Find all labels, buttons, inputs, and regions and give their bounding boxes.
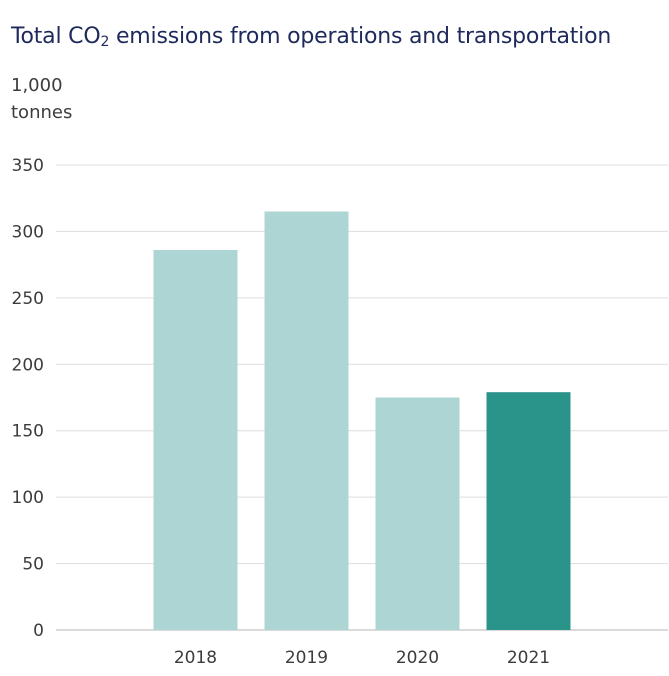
unit-line-1: 1,000 xyxy=(11,75,63,96)
y-tick-label: 150 xyxy=(12,422,44,442)
unit-line-2: tonnes xyxy=(11,102,73,123)
x-tick-labels: 2018 2019 2020 2021 xyxy=(174,648,550,668)
y-tick-label: 350 xyxy=(12,156,44,176)
y-tick-label: 300 xyxy=(12,222,44,242)
x-tick-label: 2019 xyxy=(285,648,328,668)
y-tick-label: 200 xyxy=(12,355,44,375)
y-tick-labels: 0 50 100 150 200 250 300 350 xyxy=(12,156,44,641)
title-rest: emissions from operations and transporta… xyxy=(109,24,612,49)
title-main: Total CO xyxy=(11,24,101,49)
x-tick-label: 2021 xyxy=(507,648,550,668)
y-axis-unit: 1,000 tonnes xyxy=(11,72,72,126)
y-tick-label: 250 xyxy=(12,289,44,309)
bar-2020 xyxy=(375,397,460,630)
chart-title: Total CO2 emissions from operations and … xyxy=(11,24,611,50)
title-subscript: 2 xyxy=(100,34,110,50)
y-tick-label: 100 xyxy=(12,488,44,508)
y-tick-label: 50 xyxy=(22,555,44,575)
y-tick-label: 0 xyxy=(33,621,44,641)
bar-2021 xyxy=(486,392,571,630)
bar-2019 xyxy=(264,211,349,630)
x-tick-label: 2018 xyxy=(174,648,217,668)
gridlines xyxy=(56,164,668,631)
x-tick-label: 2020 xyxy=(396,648,439,668)
bar-2018 xyxy=(153,250,238,630)
bars xyxy=(153,211,571,630)
